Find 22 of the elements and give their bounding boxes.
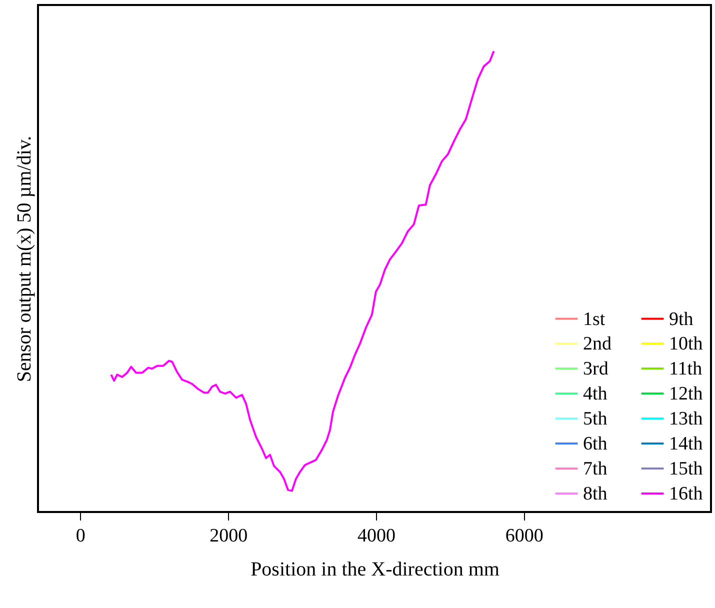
x-tick-label: 0 bbox=[76, 526, 86, 546]
x-tick-label: 2000 bbox=[210, 526, 248, 546]
legend-label: 10th bbox=[669, 334, 704, 354]
x-tick-label: 6000 bbox=[505, 526, 544, 546]
legend-label: 3rd bbox=[583, 358, 609, 380]
legend-label: 16th bbox=[669, 484, 704, 504]
legend-label: 11th bbox=[669, 358, 703, 380]
legend-label: 8th bbox=[583, 484, 608, 504]
legend-label: 2nd bbox=[583, 334, 612, 354]
legend-label: 4th bbox=[583, 384, 608, 404]
legend-label: 14th bbox=[669, 434, 704, 454]
legend-label: 6th bbox=[583, 434, 608, 454]
x-axis-title: Position in the X-direction mm bbox=[250, 558, 500, 580]
legend-label: 9th bbox=[669, 308, 694, 330]
x-tick-label: 4000 bbox=[357, 526, 396, 546]
legend-label: 12th bbox=[669, 384, 704, 404]
y-axis-title: Sensor output m(x) 50 µm/div. bbox=[14, 136, 36, 382]
legend-label: 5th bbox=[583, 408, 608, 430]
legend-label: 15th bbox=[669, 458, 704, 480]
legend-label: 13th bbox=[669, 408, 704, 430]
legend-label: 1st bbox=[583, 308, 606, 330]
legend-label: 7th bbox=[583, 458, 608, 480]
